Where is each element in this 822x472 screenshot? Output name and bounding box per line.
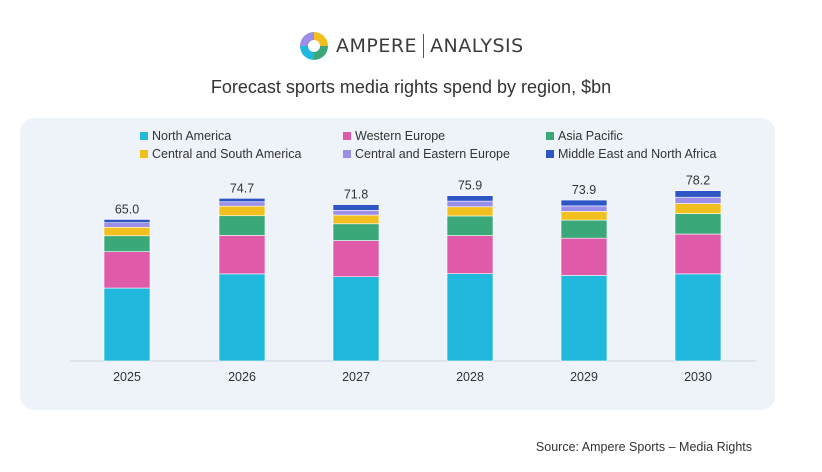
bar-segment — [103, 219, 151, 223]
bar-segment — [332, 240, 380, 278]
brand-divider — [423, 34, 425, 58]
bar-segment — [218, 201, 266, 207]
x-tick-label: 2027 — [342, 370, 370, 384]
bar-segment — [332, 204, 380, 211]
bar-segment — [332, 276, 380, 362]
bar-total-label: 65.0 — [115, 202, 139, 216]
brand-logo: AMPERE ANALYSIS — [298, 30, 524, 62]
bar-total-label: 73.9 — [572, 183, 596, 197]
bar-segment — [218, 198, 266, 203]
legend-item: Asia Pacific — [546, 129, 623, 143]
legend-label: Western Europe — [355, 129, 446, 143]
bar-total-label: 78.2 — [686, 174, 710, 188]
bar-total-label: 71.8 — [344, 188, 368, 202]
legend-swatch — [343, 132, 351, 140]
bar-segment — [560, 211, 608, 221]
brand-name: AMPERE — [336, 35, 418, 57]
x-tick-label: 2030 — [684, 370, 712, 384]
bar-segment — [446, 235, 494, 274]
bar-segment — [218, 235, 266, 275]
bar-segment — [446, 200, 494, 208]
legend-item: North America — [140, 129, 231, 143]
legend-item: Central and South America — [140, 147, 301, 161]
bar-total-label: 74.7 — [230, 181, 254, 195]
bar-segment — [103, 226, 151, 237]
bar-segment — [674, 273, 722, 362]
legend-label: Central and Eastern Europe — [355, 147, 510, 161]
bar-segment — [560, 205, 608, 212]
bar-segment — [218, 215, 266, 236]
chart-title: Forecast sports media rights spend by re… — [210, 77, 612, 97]
bar-segment — [446, 215, 494, 236]
bar-segment — [446, 206, 494, 217]
bar-segment — [103, 235, 151, 252]
bar-segment — [218, 273, 266, 362]
bar-segment — [103, 222, 151, 228]
legend-item: Central and Eastern Europe — [343, 147, 510, 161]
bar-segment — [674, 203, 722, 214]
legend-label: Central and South America — [152, 147, 302, 161]
legend-label: Asia Pacific — [558, 129, 623, 143]
bar-segment — [560, 237, 608, 276]
bar-segment — [332, 214, 380, 225]
brand-subtitle: ANALYSIS — [430, 35, 524, 57]
bar-segment — [446, 195, 494, 202]
x-tick-label: 2029 — [570, 370, 598, 384]
legend-swatch — [343, 150, 351, 158]
bar-segment — [674, 190, 722, 198]
legend-item: Western Europe — [343, 129, 445, 143]
legend-label: Middle East and North Africa — [558, 147, 717, 161]
legend-swatch — [546, 132, 554, 140]
bar-segment — [332, 209, 380, 216]
bar-segment — [674, 233, 722, 275]
bar-total-label: 75.9 — [458, 179, 482, 193]
legend-swatch — [140, 150, 148, 158]
legend-item: Middle East and North Africa — [546, 147, 716, 161]
legend-label: North America — [152, 129, 232, 143]
x-tick-label: 2026 — [228, 370, 256, 384]
x-tick-label: 2028 — [456, 370, 484, 384]
bar-segment — [674, 196, 722, 204]
bar-segment — [332, 223, 380, 241]
source-note: Source: Ampere Sports – Media Rights — [535, 440, 752, 454]
bar-segment — [218, 205, 266, 217]
bar-segment — [103, 251, 151, 289]
bar-segment — [446, 273, 494, 362]
x-tick-label: 2025 — [113, 370, 141, 384]
bar-segment — [103, 287, 151, 362]
bar-segment — [560, 199, 608, 207]
bar-segment — [560, 275, 608, 362]
legend-swatch — [140, 132, 148, 140]
bar-segment — [560, 219, 608, 239]
legend-swatch — [546, 150, 554, 158]
logo-ring-icon — [300, 32, 328, 60]
bar-segment — [674, 213, 722, 235]
